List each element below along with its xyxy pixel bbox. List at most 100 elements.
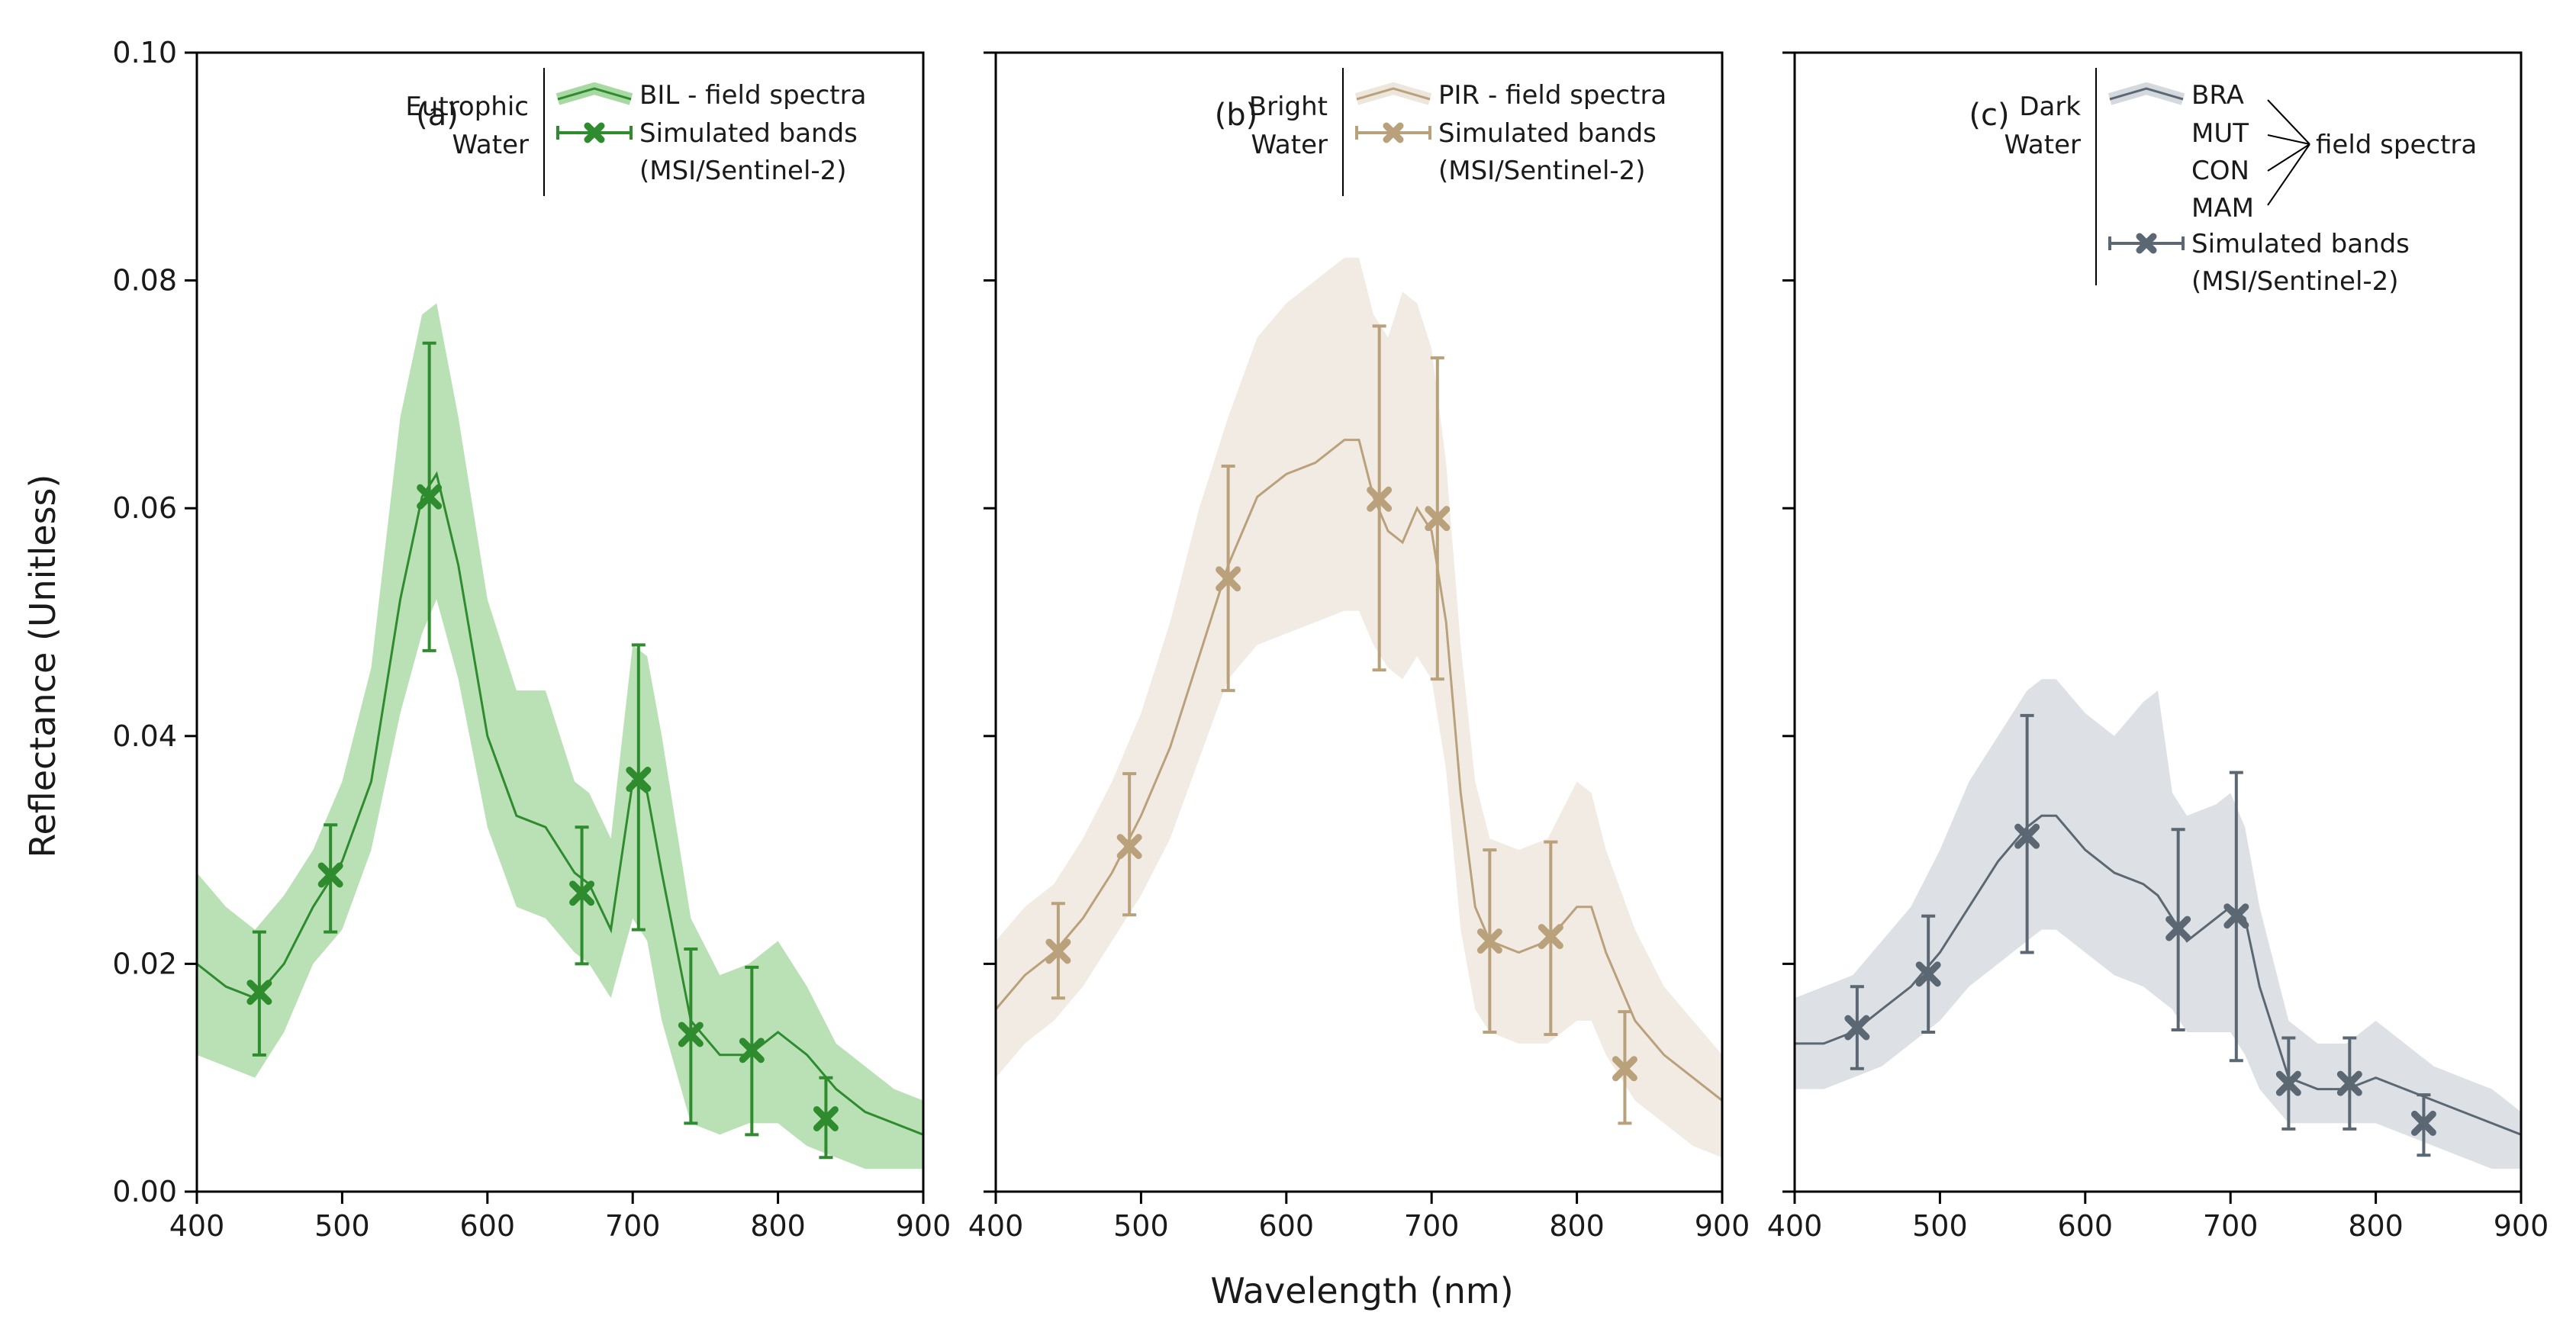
band-marker [246,980,272,1005]
band-marker [626,767,652,793]
x-tick-label: 400 [1767,1209,1823,1243]
y-tick-label: 0.08 [112,264,177,298]
band-point-7 [1538,840,1563,1036]
legend-bands-line2: (MSI/Sentinel-2) [639,156,847,186]
x-tick-label: 500 [1113,1209,1169,1243]
band-point-1 [246,930,272,1057]
band-marker [1844,1015,1870,1041]
band-marker [2275,1070,2301,1096]
legend-swatch-band [555,82,633,105]
axes-frame [1793,51,2523,1193]
band-marker [1915,961,1941,987]
band-point-1 [1844,985,1870,1070]
x-tick-label: 900 [1695,1209,1750,1243]
water-type-line1: Eutrophic [405,92,529,122]
band-marker [317,862,343,888]
y-axis-title: Reflectance (Unitless) [22,475,63,858]
band-point-5 [626,643,652,931]
band-marker [813,1105,839,1131]
x-tick-label: 700 [605,1209,661,1243]
legend-bands-marker [584,122,605,143]
panel-1: 400 500 600 700 800 900 0.00 0.02 0.04 0.06 0.08 0.… [112,36,951,1243]
band-point-8 [1612,1010,1637,1125]
band-point-4 [1367,324,1393,672]
band-marker [1367,486,1393,512]
legend-spectra-label: BIL - field spectra [639,80,866,111]
x-tick-label: 800 [2348,1209,2404,1243]
panel-tag: (c) [1969,98,2009,133]
x-tick-label: 600 [460,1209,516,1243]
band-point-3 [417,341,443,652]
panel-tag: (b) [1215,98,1258,133]
legend-bands-line2: (MSI/Sentinel-2) [2191,266,2399,297]
x-tick-label: 600 [1259,1209,1315,1243]
legend-swatch-line [1356,87,1431,101]
legend-bands-line1: Simulated bands [2191,229,2410,259]
legend-spectra-name-mam: MAM [2191,193,2254,224]
y-tick-label: 0.02 [112,947,177,980]
band-marker [1116,834,1142,860]
legend-swatch-band [2107,82,2185,105]
band-point-5 [1425,356,1451,681]
water-type-line2: Water [1251,130,1328,160]
legend-bands-marker [1383,122,1404,143]
band-point-8 [2410,1093,2436,1157]
x-tick-label: 500 [1912,1209,1968,1243]
axes-frame [994,51,1724,1193]
x-tick-label: 700 [2203,1209,2259,1243]
legend-brace-lines [2267,99,2310,206]
band-marker [417,484,443,510]
legend-swatch-band [1354,82,1432,105]
band-point-4 [569,825,595,966]
band-marker [2223,903,2249,929]
variability-band [1795,679,2521,1170]
variability-band [996,257,1722,1158]
band-point-8 [813,1076,839,1160]
band-marker [678,1022,704,1047]
mean-spectrum-line [1795,814,2522,1136]
x-tick-label: 700 [1404,1209,1460,1243]
y-tick-label: 0.04 [112,719,177,753]
band-marker [2410,1110,2436,1136]
y-tick-label: 0.00 [112,1175,177,1208]
band-point-2 [1116,772,1142,917]
x-axis-title: Wavelength (nm) [1210,1270,1513,1311]
legend-spectra-name-mut: MUT [2191,118,2249,149]
legend-bands-line2: (MSI/Sentinel-2) [1438,156,1646,186]
legend-bands-marker [2136,233,2157,254]
legend-bands-line1: Simulated bands [1438,118,1657,149]
band-point-5 [2223,771,2249,1063]
water-type-line2: Water [452,130,529,160]
band-point-4 [2165,828,2191,1031]
x-tick-label: 900 [2494,1209,2549,1243]
x-tick-label: 600 [2058,1209,2114,1243]
water-type-line1: Bright [1249,92,1328,122]
x-tick-label: 400 [169,1209,225,1243]
y-tick-label: 0.10 [112,36,177,69]
band-marker [2014,823,2040,849]
legend-spectra-name-bra: BRA [2191,80,2244,111]
band-point-6 [2275,1036,2301,1131]
legend-swatch-line [2109,87,2184,101]
panel-tag: (a) [416,98,459,133]
band-marker [1538,924,1563,950]
band-marker [2165,915,2191,941]
panels: 400 500 600 700 800 900 0.00 0.02 0.04 0.06 0.08 0.… [112,36,2549,1243]
band-point-3 [2014,713,2040,954]
band-point-7 [2336,1036,2362,1131]
band-point-2 [317,823,343,934]
x-tick-label: 400 [968,1209,1024,1243]
band-marker [1476,928,1502,954]
band-marker [2336,1070,2362,1096]
legend-spectra-name-con: CON [2191,156,2249,186]
x-tick-label: 800 [750,1209,806,1243]
legend: (b)Bright Water PIR - field spectra Simulat… [1215,68,1666,196]
panel-2: 400 500 600 700 800 900 (b)Bright Water PIR - fi… [968,51,1750,1243]
legend: (a)Eutrophic Water BIL - field spectra Simu… [405,68,866,196]
legend-bands-line1: Simulated bands [639,118,858,149]
band-marker [1216,566,1241,592]
legend-swatch-line [557,87,632,101]
legend: (c) Dark Water BRA MUT CON MAM field spectra Sim… [1969,68,2477,297]
legend-field-spectra-label: field spectra [2316,130,2477,160]
